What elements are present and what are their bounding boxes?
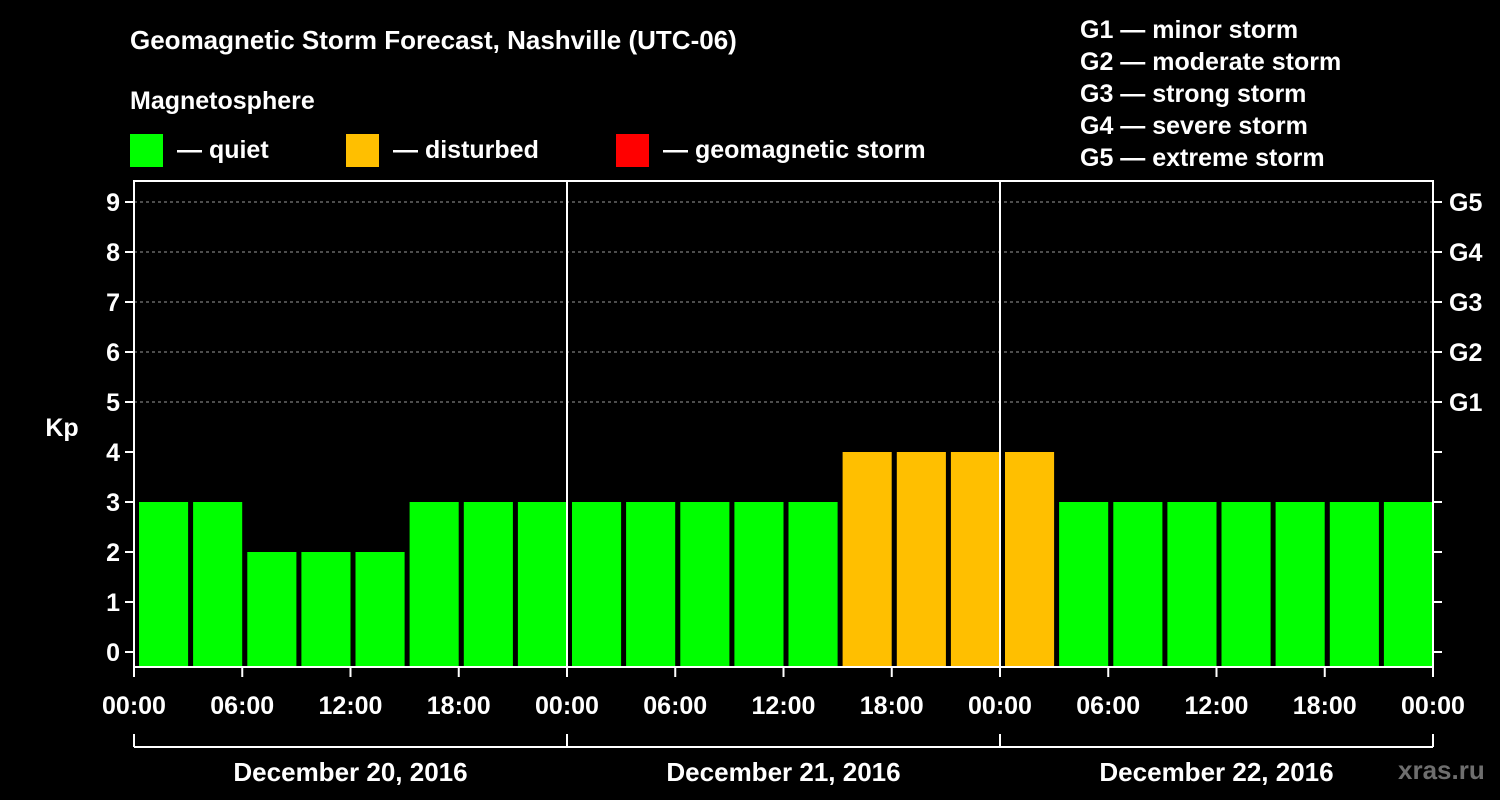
x-tick-label: 18:00 [1293, 692, 1357, 720]
kp-bar [1059, 502, 1109, 667]
kp-bar [626, 502, 676, 667]
watermark: xras.ru [1398, 755, 1485, 785]
kp-bar [463, 502, 513, 667]
kp-bar [409, 502, 459, 667]
y-tick-label: 0 [106, 639, 120, 667]
day-label: December 21, 2016 [666, 757, 900, 787]
x-tick-label: 06:00 [210, 692, 274, 720]
legend-label-quiet: — quiet [177, 136, 269, 164]
legend-label-disturbed: — disturbed [393, 136, 539, 164]
legend-item-disturbed: — disturbed [346, 133, 539, 167]
kp-bar [1005, 452, 1055, 667]
x-tick-label: 00:00 [102, 692, 166, 720]
kp-bar [680, 502, 730, 667]
storm-scale-g1: G1 — minor storm [1080, 16, 1299, 44]
x-tick-label: 18:00 [860, 692, 924, 720]
g-scale-label: G1 [1449, 389, 1482, 417]
legend-label-storm: — geomagnetic storm [663, 136, 926, 164]
y-tick-label: 8 [106, 239, 120, 267]
kp-bar [517, 502, 567, 667]
y-tick-label: 1 [106, 589, 120, 617]
chart-title: Geomagnetic Storm Forecast, Nashville (U… [130, 25, 737, 55]
legend-swatch-storm [616, 133, 649, 167]
storm-scale-g3: G3 — strong storm [1080, 80, 1307, 108]
storm-scale-g4: G4 — severe storm [1080, 112, 1308, 140]
kp-bar [1383, 502, 1433, 667]
g-scale-label: G3 [1449, 289, 1482, 317]
x-tick-label: 00:00 [968, 692, 1032, 720]
kp-bar [355, 552, 405, 667]
y-tick-label: 2 [106, 539, 120, 567]
magnetosphere-label: Magnetosphere [130, 87, 315, 115]
kp-bar [896, 452, 946, 667]
legend-swatch-quiet [130, 133, 163, 167]
kp-bar [1329, 502, 1379, 667]
y-axis-title: Kp [45, 414, 78, 442]
x-tick-label: 06:00 [643, 692, 707, 720]
x-tick-label: 06:00 [1076, 692, 1140, 720]
legend-swatch-disturbed [346, 133, 379, 167]
kp-bar [572, 502, 622, 667]
x-tick-label: 12:00 [319, 692, 383, 720]
y-tick-label: 3 [106, 489, 120, 517]
x-tick-label: 12:00 [752, 692, 816, 720]
kp-bar [950, 452, 1000, 667]
storm-scale-legend: G1 — minor storm G2 — moderate storm G3 … [1080, 14, 1341, 174]
y-tick-label: 5 [106, 389, 120, 417]
y-tick-label: 9 [106, 189, 120, 217]
y-tick-label: 7 [106, 289, 120, 317]
y-tick-label: 6 [106, 339, 120, 367]
kp-bar [1275, 502, 1325, 667]
kp-bar [842, 452, 892, 667]
kp-bar [734, 502, 784, 667]
kp-bar [193, 502, 243, 667]
day-label: December 20, 2016 [233, 757, 467, 787]
legend-item-storm: — geomagnetic storm [616, 133, 926, 167]
storm-scale-g2: G2 — moderate storm [1080, 48, 1342, 76]
x-tick-label: 12:00 [1185, 692, 1249, 720]
x-tick-label: 00:00 [1401, 692, 1465, 720]
x-tick-label: 00:00 [535, 692, 599, 720]
x-tick-label: 18:00 [427, 692, 491, 720]
kp-bar [1167, 502, 1217, 667]
g-scale-label: G2 [1449, 339, 1482, 367]
kp-bar [247, 552, 297, 667]
storm-scale-g5: G5 — extreme storm [1080, 144, 1325, 172]
day-label: December 22, 2016 [1099, 757, 1333, 787]
kp-bar [301, 552, 351, 667]
kp-bar [1221, 502, 1271, 667]
legend-item-quiet: — quiet [130, 133, 269, 167]
g-scale-label: G5 [1449, 189, 1482, 217]
kp-bar [788, 502, 838, 667]
kp-bar [1113, 502, 1163, 667]
y-tick-label: 4 [106, 439, 120, 467]
kp-bar [139, 502, 189, 667]
g-scale-label: G4 [1449, 239, 1482, 267]
